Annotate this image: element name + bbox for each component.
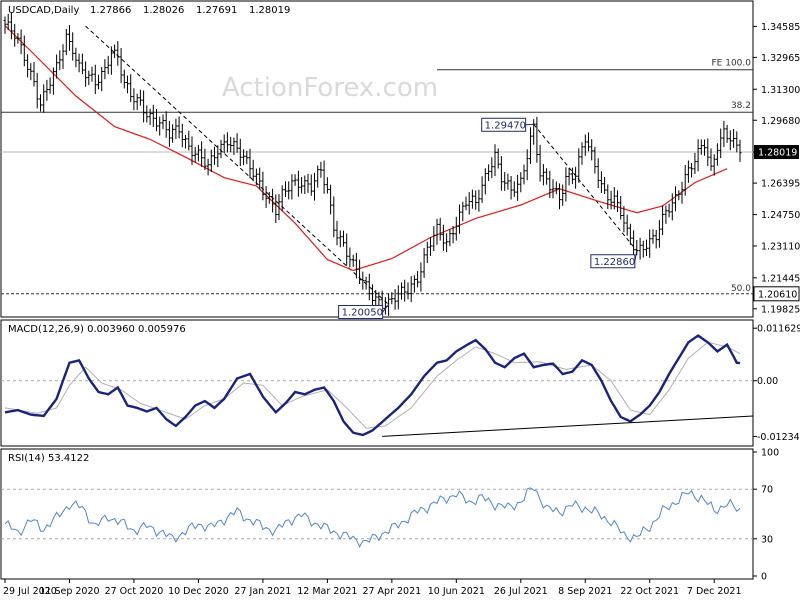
rsi-tick-label: 100 — [761, 448, 779, 459]
high-value: 1.28026 — [143, 5, 184, 16]
price-trendline — [85, 25, 389, 305]
annotation-leader — [634, 250, 638, 262]
fib-38-label: 38.2 — [731, 101, 751, 111]
macd-line — [4, 334, 741, 437]
price-panel: ActionForex.com FE 100.0 38.2 50.0 1.29470… — [0, 0, 800, 320]
rsi-line — [4, 487, 741, 548]
last-price-tag — [754, 145, 799, 160]
rsi-tick-label: 0 — [761, 572, 767, 583]
fib-50-label: 50.0 — [731, 284, 751, 294]
price-annotation: 1.20050 — [342, 308, 383, 319]
ohlc-bars — [3, 12, 742, 317]
price-tick-label: 1.29680 — [761, 116, 800, 127]
level-tag-label: 1.20610 — [758, 289, 797, 300]
price-trendline — [533, 123, 638, 252]
price-tick-label: 1.24750 — [761, 210, 800, 221]
macd-tick-label: -0.012348 — [757, 432, 800, 443]
macd-trendline — [382, 415, 754, 437]
x-tick-label: 10 Jun 2021 — [428, 586, 485, 597]
price-title: USDCAD,Daily — [8, 5, 79, 16]
x-tick-label: 27 Apr 2021 — [362, 586, 421, 597]
last-price-label: 1.28019 — [758, 148, 797, 159]
open-value: 1.27866 — [90, 5, 131, 16]
macd-panel: 0.011629 0.00 -0.012348 MACD(12,26,9) 0.00… — [0, 319, 800, 447]
x-tick-label: 27 Oct 2020 — [105, 586, 164, 597]
price-tick-label: 1.31300 — [761, 85, 800, 96]
price-annotation: 1.22860 — [594, 257, 635, 268]
price-tick-label: 1.34585 — [761, 22, 800, 33]
low-value: 1.27691 — [196, 5, 237, 16]
x-tick-label: 29 Jul 2020 — [3, 586, 57, 597]
watermark: ActionForex.com — [222, 73, 438, 103]
rsi-tick-label: 30 — [761, 534, 773, 545]
x-tick-label: 27 Jan 2021 — [234, 586, 291, 597]
rsi-title: RSI(14) 53.4122 — [8, 453, 89, 464]
x-tick-label: 11 Sep 2020 — [39, 586, 99, 597]
price-tick-label: 1.26395 — [761, 179, 800, 190]
close-value: 1.28019 — [249, 5, 290, 16]
macd-signal-line — [4, 341, 741, 429]
x-tick-label: 10 Dec 2020 — [168, 586, 229, 597]
price-tick-label: 1.19825 — [761, 304, 800, 315]
x-tick-label: 7 Dec 2021 — [687, 586, 742, 597]
x-tick-label: 22 Oct 2021 — [620, 586, 679, 597]
fe-100-label: FE 100.0 — [712, 59, 752, 69]
macd-title: MACD(12,26,9) 0.003960 0.005976 — [8, 324, 186, 335]
macd-tick-label: 0.00 — [757, 376, 778, 387]
price-ohlc-readout: 1.27866 1.28026 1.27691 1.28019 — [90, 5, 290, 16]
price-annotation: 1.29470 — [485, 120, 526, 131]
price-tick-label: 1.32965 — [761, 53, 800, 64]
price-tick-label: 1.21445 — [761, 273, 800, 284]
macd-tick-label: 0.011629 — [757, 324, 800, 335]
x-tick-label: 26 Jul 2021 — [494, 586, 548, 597]
annotation-leader — [382, 304, 390, 313]
x-tick-label: 8 Sep 2021 — [558, 586, 612, 597]
price-tick-label: 1.23110 — [761, 241, 800, 252]
rsi-tick-label: 70 — [761, 485, 773, 496]
level-tag — [753, 286, 800, 302]
x-tick-label: 12 Mar 2021 — [297, 586, 357, 597]
rsi-panel: 100 70 30 0 RSI(14) 53.4122 — [0, 448, 779, 583]
annotation-leader — [525, 123, 534, 126]
